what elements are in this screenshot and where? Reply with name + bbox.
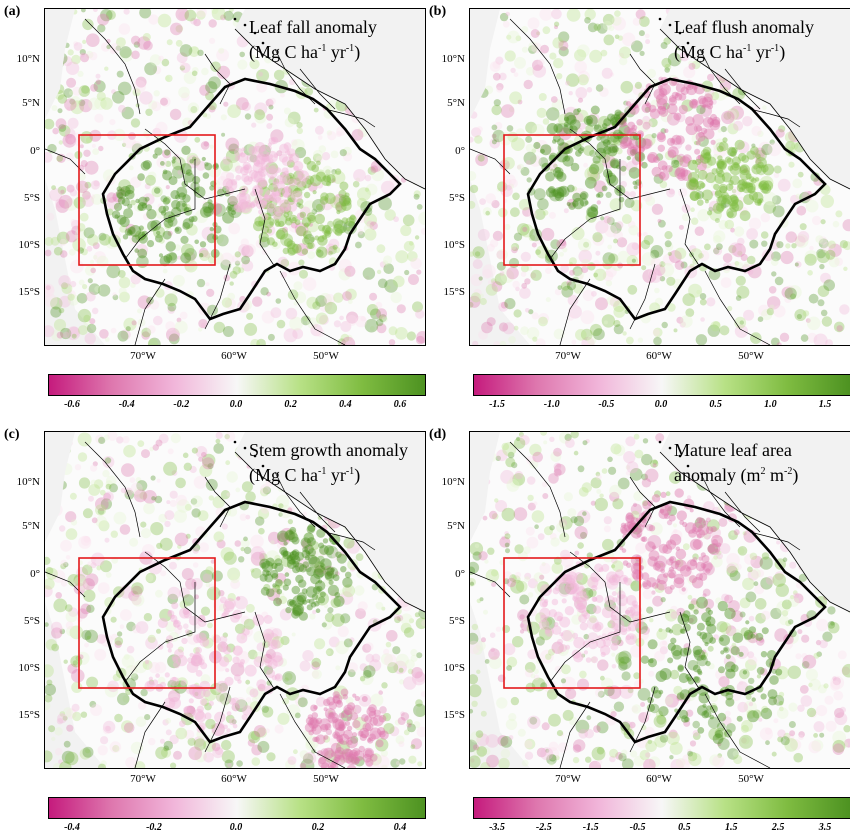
longitude-label: 50°W	[738, 350, 764, 362]
title-line-1: Leaf flush anomaly	[674, 17, 814, 37]
map-panel: (c) Stem growth anomaly (Mg C ha-1 yr-1) 10…	[0, 423, 426, 838]
map-frame	[469, 8, 850, 346]
longitude-label: 60°W	[646, 350, 672, 362]
colorbar	[473, 374, 850, 396]
colorbar-tick-label: -0.5	[629, 822, 646, 833]
colorbar-tick-label: -0.4	[118, 399, 135, 410]
longitude-label: 50°W	[313, 773, 339, 785]
amazon-basin-outline	[526, 500, 827, 744]
latitude-label: 10°S	[443, 239, 465, 251]
map-frame	[44, 431, 426, 769]
colorbar-tick-label: 1.5	[818, 399, 832, 410]
title-line-2: (Mg C ha-1 yr-1)	[249, 42, 361, 62]
colorbar-tick-label: 0.4	[339, 399, 352, 410]
latitude-label: 10°S	[443, 662, 465, 674]
colorbar-tick-label: 0.6	[393, 399, 407, 410]
latitude-label: 5°S	[448, 192, 465, 204]
amazon-basin-outline	[526, 77, 827, 321]
panel-letter: (d)	[429, 427, 447, 442]
panel-title: Leaf fall anomaly (Mg C ha-1 yr-1)	[249, 16, 377, 63]
colorbar-tick-label: 1.0	[764, 399, 777, 410]
latitude-label: 5°N	[22, 97, 40, 109]
colorbar-tick-label: -1.5	[582, 822, 599, 833]
longitude-label: 70°W	[130, 773, 156, 785]
title-line-2: (Mg C ha-1 yr-1)	[249, 465, 361, 485]
longitude-label: 70°W	[130, 350, 156, 362]
colorbar-tick-label: -1.5	[489, 399, 505, 410]
longitude-label: 60°W	[221, 773, 247, 785]
title-line-2: (Mg C ha-1 yr-1)	[674, 42, 786, 62]
colorbar-tick-label: -0.2	[146, 822, 162, 833]
colorbar-tick-label: 1.5	[725, 822, 738, 833]
latitude-label: 15°S	[18, 709, 40, 721]
title-line-1: Mature leaf area	[674, 440, 792, 460]
latitude-label: 5°S	[448, 615, 465, 627]
latitude-label: 0°	[30, 568, 40, 580]
panel-letter: (c)	[4, 427, 20, 442]
latitude-label: 15°S	[443, 709, 465, 721]
colorbar-tick-label: 0.2	[311, 822, 325, 833]
latitude-label: 5°N	[447, 97, 465, 109]
colorbar-tick-label: 0.0	[654, 399, 668, 410]
latitude-label: 10°S	[18, 662, 40, 674]
panel-title: Stem growth anomaly (Mg C ha-1 yr-1)	[249, 439, 408, 486]
colorbar-tick-label: -0.4	[64, 822, 80, 833]
colorbar-tick-label: 0.5	[678, 822, 691, 833]
title-line-1: Stem growth anomaly	[249, 440, 408, 460]
colorbar	[48, 797, 426, 819]
longitude-label: 70°W	[555, 350, 581, 362]
latitude-label: 15°S	[18, 286, 40, 298]
map-frame	[44, 8, 426, 346]
colorbar-tick-label: 0.5	[709, 399, 722, 410]
latitude-label: 0°	[455, 145, 465, 157]
colorbar-tick-label: 0.2	[284, 399, 297, 410]
latitude-label: 10°N	[16, 476, 40, 488]
colorbar-tick-label: -0.6	[64, 399, 80, 410]
colorbar-tick-label: -3.5	[489, 822, 505, 833]
colorbar-tick-label: -0.2	[173, 399, 190, 410]
study-region-box	[78, 557, 216, 689]
amazon-basin-outline	[101, 77, 402, 321]
latitude-label: 0°	[30, 145, 40, 157]
title-line-1: Leaf fall anomaly	[249, 17, 377, 37]
latitude-label: 5°N	[447, 520, 465, 532]
latitude-label: 5°S	[23, 615, 40, 627]
map-panel: (a) Leaf fall anomaly (Mg C ha-1 yr-1) 10°N…	[0, 0, 426, 415]
map-panel: (d) Mature leaf area anomaly (m2 m-2) 10°N 5…	[425, 423, 850, 838]
colorbar	[473, 797, 850, 819]
colorbar-tick-label: 0.4	[393, 822, 407, 833]
amazon-basin-outline	[101, 500, 402, 744]
longitude-label: 50°W	[738, 773, 764, 785]
colorbar	[48, 374, 426, 396]
study-region-box	[78, 134, 216, 266]
latitude-label: 10°N	[16, 53, 40, 65]
panel-letter: (a)	[4, 4, 21, 19]
panel-title: Leaf flush anomaly (Mg C ha-1 yr-1)	[674, 16, 814, 63]
latitude-label: 10°N	[441, 476, 465, 488]
latitude-label: 15°S	[443, 286, 465, 298]
longitude-label: 60°W	[221, 350, 247, 362]
panel-letter: (b)	[429, 4, 447, 19]
latitude-label: 10°N	[441, 53, 465, 65]
colorbar-tick-label: 3.5	[818, 822, 832, 833]
latitude-label: 5°S	[23, 192, 40, 204]
title-line-2: anomaly (m2 m-2)	[674, 465, 799, 485]
colorbar-tick-label: -2.5	[535, 822, 552, 833]
latitude-label: 10°S	[18, 239, 40, 251]
colorbar-tick-label: 2.5	[771, 822, 785, 833]
panel-title: Mature leaf area anomaly (m2 m-2)	[674, 439, 798, 486]
colorbar-tick-label: 0.0	[229, 822, 243, 833]
longitude-label: 50°W	[313, 350, 339, 362]
map-frame	[469, 431, 850, 769]
colorbar-tick-label: 0.0	[229, 399, 243, 410]
latitude-label: 0°	[455, 568, 465, 580]
study-region-box	[503, 134, 641, 266]
latitude-label: 5°N	[22, 520, 40, 532]
longitude-label: 60°W	[646, 773, 672, 785]
colorbar-tick-label: -0.5	[598, 399, 615, 410]
longitude-label: 70°W	[555, 773, 581, 785]
map-panel: (b) Leaf flush anomaly (Mg C ha-1 yr-1) 10°…	[425, 0, 850, 415]
colorbar-tick-label: -1.0	[543, 399, 560, 410]
study-region-box	[503, 557, 641, 689]
